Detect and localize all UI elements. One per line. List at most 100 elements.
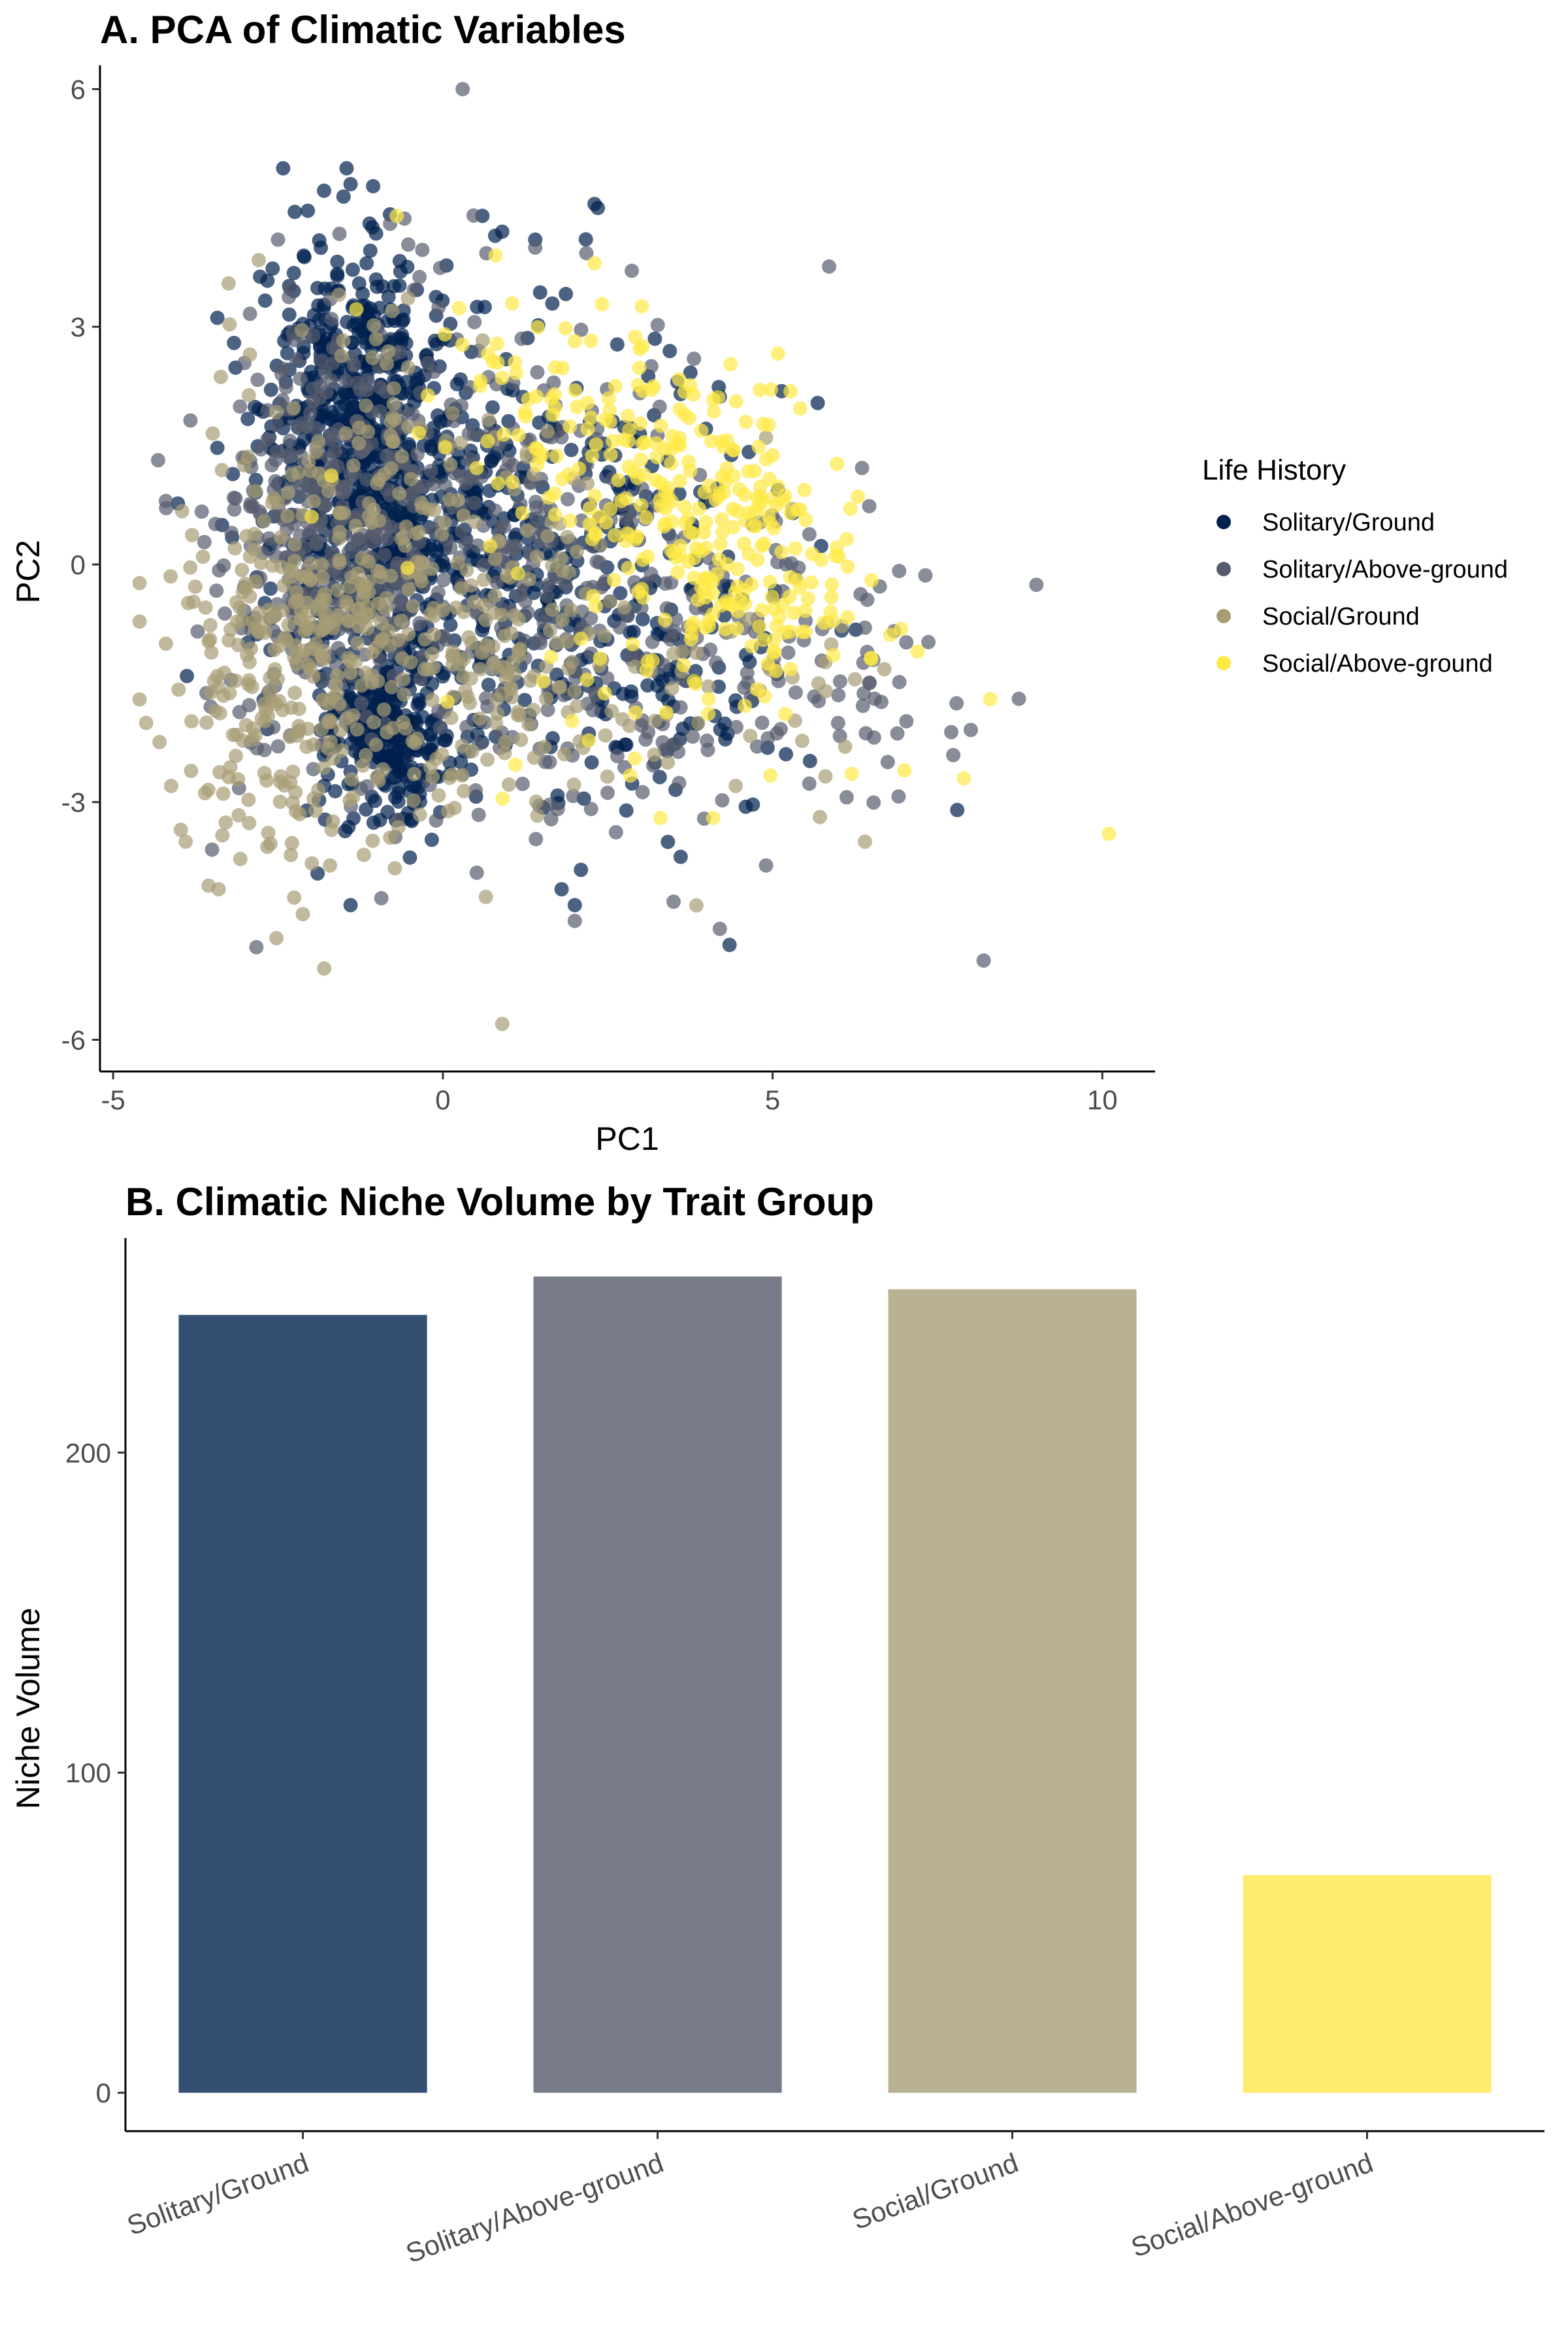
scatter-point xyxy=(233,851,248,866)
scatter-point xyxy=(376,702,391,717)
scatter-point xyxy=(555,361,570,376)
scatter-point xyxy=(681,411,696,425)
scatter-point xyxy=(468,783,483,798)
scatter-point xyxy=(701,613,716,629)
scatter-point xyxy=(350,317,365,332)
y-tick-label: -3 xyxy=(61,787,86,818)
scatter-point xyxy=(753,382,768,397)
scatter-point xyxy=(423,463,438,478)
scatter-point xyxy=(324,468,339,483)
scatter-point xyxy=(203,617,218,632)
scatter-point xyxy=(855,461,870,476)
scatter-point xyxy=(313,340,327,355)
y-tick-label: 0 xyxy=(96,2078,111,2108)
scatter-point xyxy=(805,546,820,561)
scatter-point xyxy=(737,583,752,598)
scatter-point xyxy=(406,598,421,613)
scatter-point xyxy=(242,347,257,362)
scatter-point xyxy=(589,554,604,569)
scatter-point xyxy=(199,715,214,730)
scatter-point xyxy=(802,776,817,791)
scatter-point xyxy=(863,651,878,665)
scatter-point xyxy=(276,161,291,176)
scatter-point xyxy=(383,830,398,845)
scatter-point xyxy=(477,299,492,314)
scatter-point xyxy=(345,400,360,415)
scatter-point xyxy=(415,500,430,515)
scatter-point xyxy=(545,602,560,617)
scatter-point xyxy=(857,620,872,635)
scatter-point xyxy=(640,654,655,669)
scatter-point xyxy=(427,608,442,623)
scatter-point xyxy=(227,502,242,517)
scatter-point xyxy=(291,465,306,480)
scatter-point xyxy=(578,232,593,247)
scatter-point xyxy=(459,563,474,578)
scatter-point xyxy=(956,771,972,786)
scatter-point xyxy=(227,541,242,556)
scatter-point xyxy=(330,267,345,282)
scatter-point xyxy=(431,788,446,803)
scatter-point xyxy=(132,614,147,629)
scatter-point xyxy=(811,676,826,691)
scatter-point xyxy=(363,243,378,258)
scatter-point xyxy=(840,532,855,546)
scatter-point xyxy=(353,538,367,553)
scatter-point xyxy=(899,635,914,650)
x-tick-label: 5 xyxy=(765,1085,780,1115)
scatter-point xyxy=(449,377,465,391)
scatter-point xyxy=(893,621,908,636)
scatter-point xyxy=(794,734,809,748)
scatter-point xyxy=(630,470,645,485)
scatter-point xyxy=(400,360,416,374)
scatter-point xyxy=(367,318,382,333)
scatter-point xyxy=(521,572,536,587)
scatter-point xyxy=(317,961,332,976)
scatter-point xyxy=(183,413,198,428)
scatter-point xyxy=(830,715,845,730)
scatter-point xyxy=(260,840,275,855)
scatter-point xyxy=(653,418,668,433)
scatter-point xyxy=(518,409,533,424)
scatter-point xyxy=(401,582,416,597)
scatter-point xyxy=(797,483,812,497)
scatter-point xyxy=(344,772,359,787)
scatter-point xyxy=(421,388,435,403)
scatter-point xyxy=(521,717,536,732)
scatter-point xyxy=(666,646,681,661)
scatter-point xyxy=(597,629,612,644)
scatter-point xyxy=(632,342,647,357)
legend-title: Life History xyxy=(1202,454,1346,486)
scatter-point xyxy=(589,437,604,452)
scatter-point xyxy=(278,630,293,645)
scatter-point xyxy=(286,764,301,779)
scatter-point xyxy=(261,531,276,546)
scatter-point xyxy=(592,509,607,524)
scatter-point xyxy=(728,394,743,409)
scatter-point xyxy=(607,572,622,587)
scatter-point xyxy=(295,323,309,338)
scatter-point xyxy=(400,291,416,306)
scatter-point xyxy=(350,722,365,737)
scatter-point xyxy=(467,315,482,329)
scatter-point xyxy=(385,303,399,318)
scatter-point xyxy=(257,514,272,529)
scatter-point xyxy=(408,711,423,727)
scatter-point xyxy=(606,434,620,449)
scatter-point xyxy=(292,807,307,822)
scatter-point xyxy=(560,492,575,507)
scatter-point xyxy=(370,770,384,785)
panel-a-title: A. PCA of Climatic Variables xyxy=(100,8,626,52)
scatter-point xyxy=(627,751,642,766)
legend-item: Solitary/Ground xyxy=(1217,509,1435,536)
scatter-point xyxy=(600,671,615,685)
scatter-point xyxy=(401,627,416,642)
scatter-point xyxy=(726,520,741,534)
scatter-point xyxy=(691,715,706,730)
scatter-point xyxy=(701,706,716,721)
scatter-point xyxy=(197,786,212,801)
scatter-point xyxy=(387,381,402,396)
scatter-point xyxy=(380,804,395,819)
scatter-point xyxy=(583,333,598,348)
